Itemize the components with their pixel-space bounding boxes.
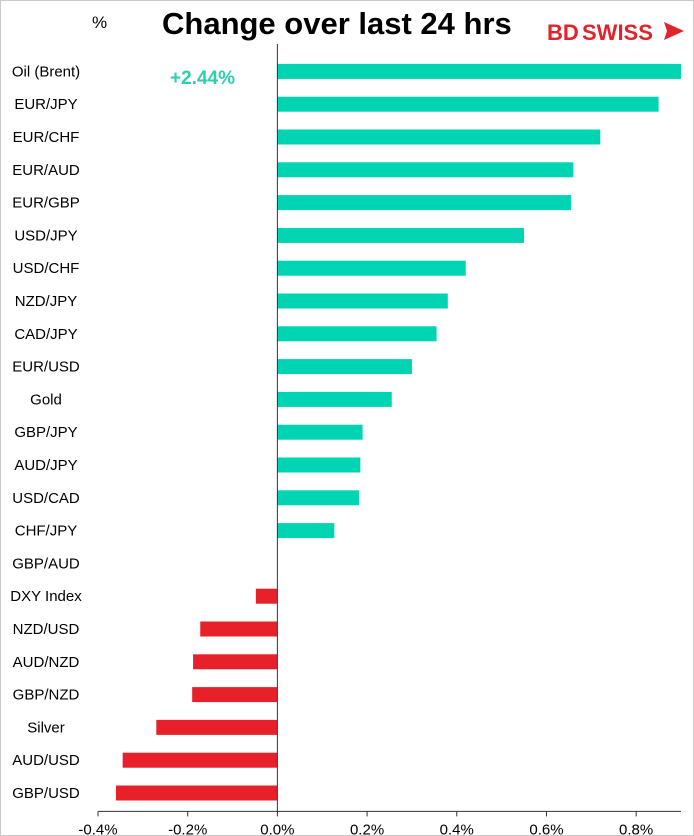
brand-logo-swiss: SWISS: [582, 20, 653, 45]
category-label-nzd-jpy: NZD/JPY: [15, 293, 78, 310]
brand-logo-arrow-icon: [664, 22, 684, 40]
oil-change-annotation: +2.44%: [170, 68, 235, 89]
bar-eur-chf: [277, 129, 601, 145]
category-label-eur-chf: EUR/CHF: [13, 129, 80, 146]
bar-aud-usd: [122, 752, 278, 768]
category-label-oil-brent: Oil (Brent): [12, 63, 80, 80]
bar-silver: [156, 719, 278, 735]
category-label-usd-chf: USD/CHF: [13, 260, 80, 277]
bar-usd-cad: [277, 490, 360, 506]
x-tick-labels: -0.4% -0.2% 0.0% 0.2% 0.4% 0.6% 0.8%: [78, 821, 653, 836]
bar-gbp-jpy: [277, 424, 363, 440]
category-label-aud-usd: AUD/USD: [12, 752, 80, 769]
bar-eur-gbp: [277, 195, 572, 211]
category-label-aud-nzd: AUD/NZD: [13, 654, 80, 671]
category-label-silver: Silver: [27, 719, 65, 736]
category-label-gbp-usd: GBP/USD: [12, 785, 80, 802]
x-tick-label: -0.4%: [78, 821, 117, 836]
chart-title: Change over last 24 hrs: [162, 6, 512, 41]
category-label-gbp-jpy: GBP/JPY: [14, 424, 77, 441]
x-tick-label: 0.8%: [619, 821, 653, 836]
category-label-gbp-nzd: GBP/NZD: [13, 687, 80, 704]
category-label-gbp-aud: GBP/AUD: [12, 555, 80, 572]
category-label-dxy-index: DXY Index: [10, 588, 82, 605]
bar-aud-jpy: [277, 457, 361, 473]
bar-usd-chf: [277, 260, 466, 276]
brand-logo: BD SWISS: [547, 20, 684, 45]
bar-gbp-nzd: [192, 687, 278, 703]
category-label-eur-usd: EUR/USD: [12, 359, 80, 376]
category-label-usd-jpy: USD/JPY: [14, 227, 77, 244]
x-tick-label: -0.2%: [168, 821, 207, 836]
category-label-cad-jpy: CAD/JPY: [14, 326, 77, 343]
bar-eur-jpy: [277, 96, 659, 112]
category-label-aud-jpy: AUD/JPY: [14, 457, 77, 474]
category-labels: Oil (Brent) EUR/JPY EUR/CHF EUR/AUD EUR/GBP U…: [10, 63, 82, 802]
bar-nzd-usd: [200, 621, 278, 637]
bar-usd-jpy: [277, 227, 525, 243]
category-label-gold: Gold: [30, 391, 62, 408]
brand-logo-bd: BD: [547, 20, 579, 45]
category-label-nzd-usd: NZD/USD: [13, 621, 80, 638]
bar-oil-brent: [277, 63, 681, 79]
bar-eur-usd: [277, 359, 412, 375]
bar-chf-jpy: [277, 523, 335, 539]
bar-eur-aud: [277, 162, 574, 178]
category-label-eur-gbp: EUR/GBP: [12, 195, 80, 212]
bar-dxy-index: [255, 588, 278, 604]
category-label-chf-jpy: CHF/JPY: [15, 523, 78, 540]
bar-gbp-usd: [115, 785, 278, 801]
bar-nzd-jpy: [277, 293, 448, 309]
x-tick-label: 0.0%: [260, 821, 294, 836]
x-tick-label: 0.4%: [440, 821, 474, 836]
bar-gold: [277, 391, 392, 407]
category-label-eur-aud: EUR/AUD: [12, 162, 80, 179]
category-label-eur-jpy: EUR/JPY: [14, 96, 77, 113]
unit-label: %: [92, 13, 107, 32]
bar-aud-nzd: [193, 654, 278, 670]
category-label-usd-cad: USD/CAD: [12, 490, 80, 507]
x-tick-label: 0.6%: [529, 821, 563, 836]
axes: [97, 44, 681, 817]
bars-group: [115, 63, 681, 801]
bar-cad-jpy: [277, 326, 437, 342]
x-tick-label: 0.2%: [350, 821, 384, 836]
